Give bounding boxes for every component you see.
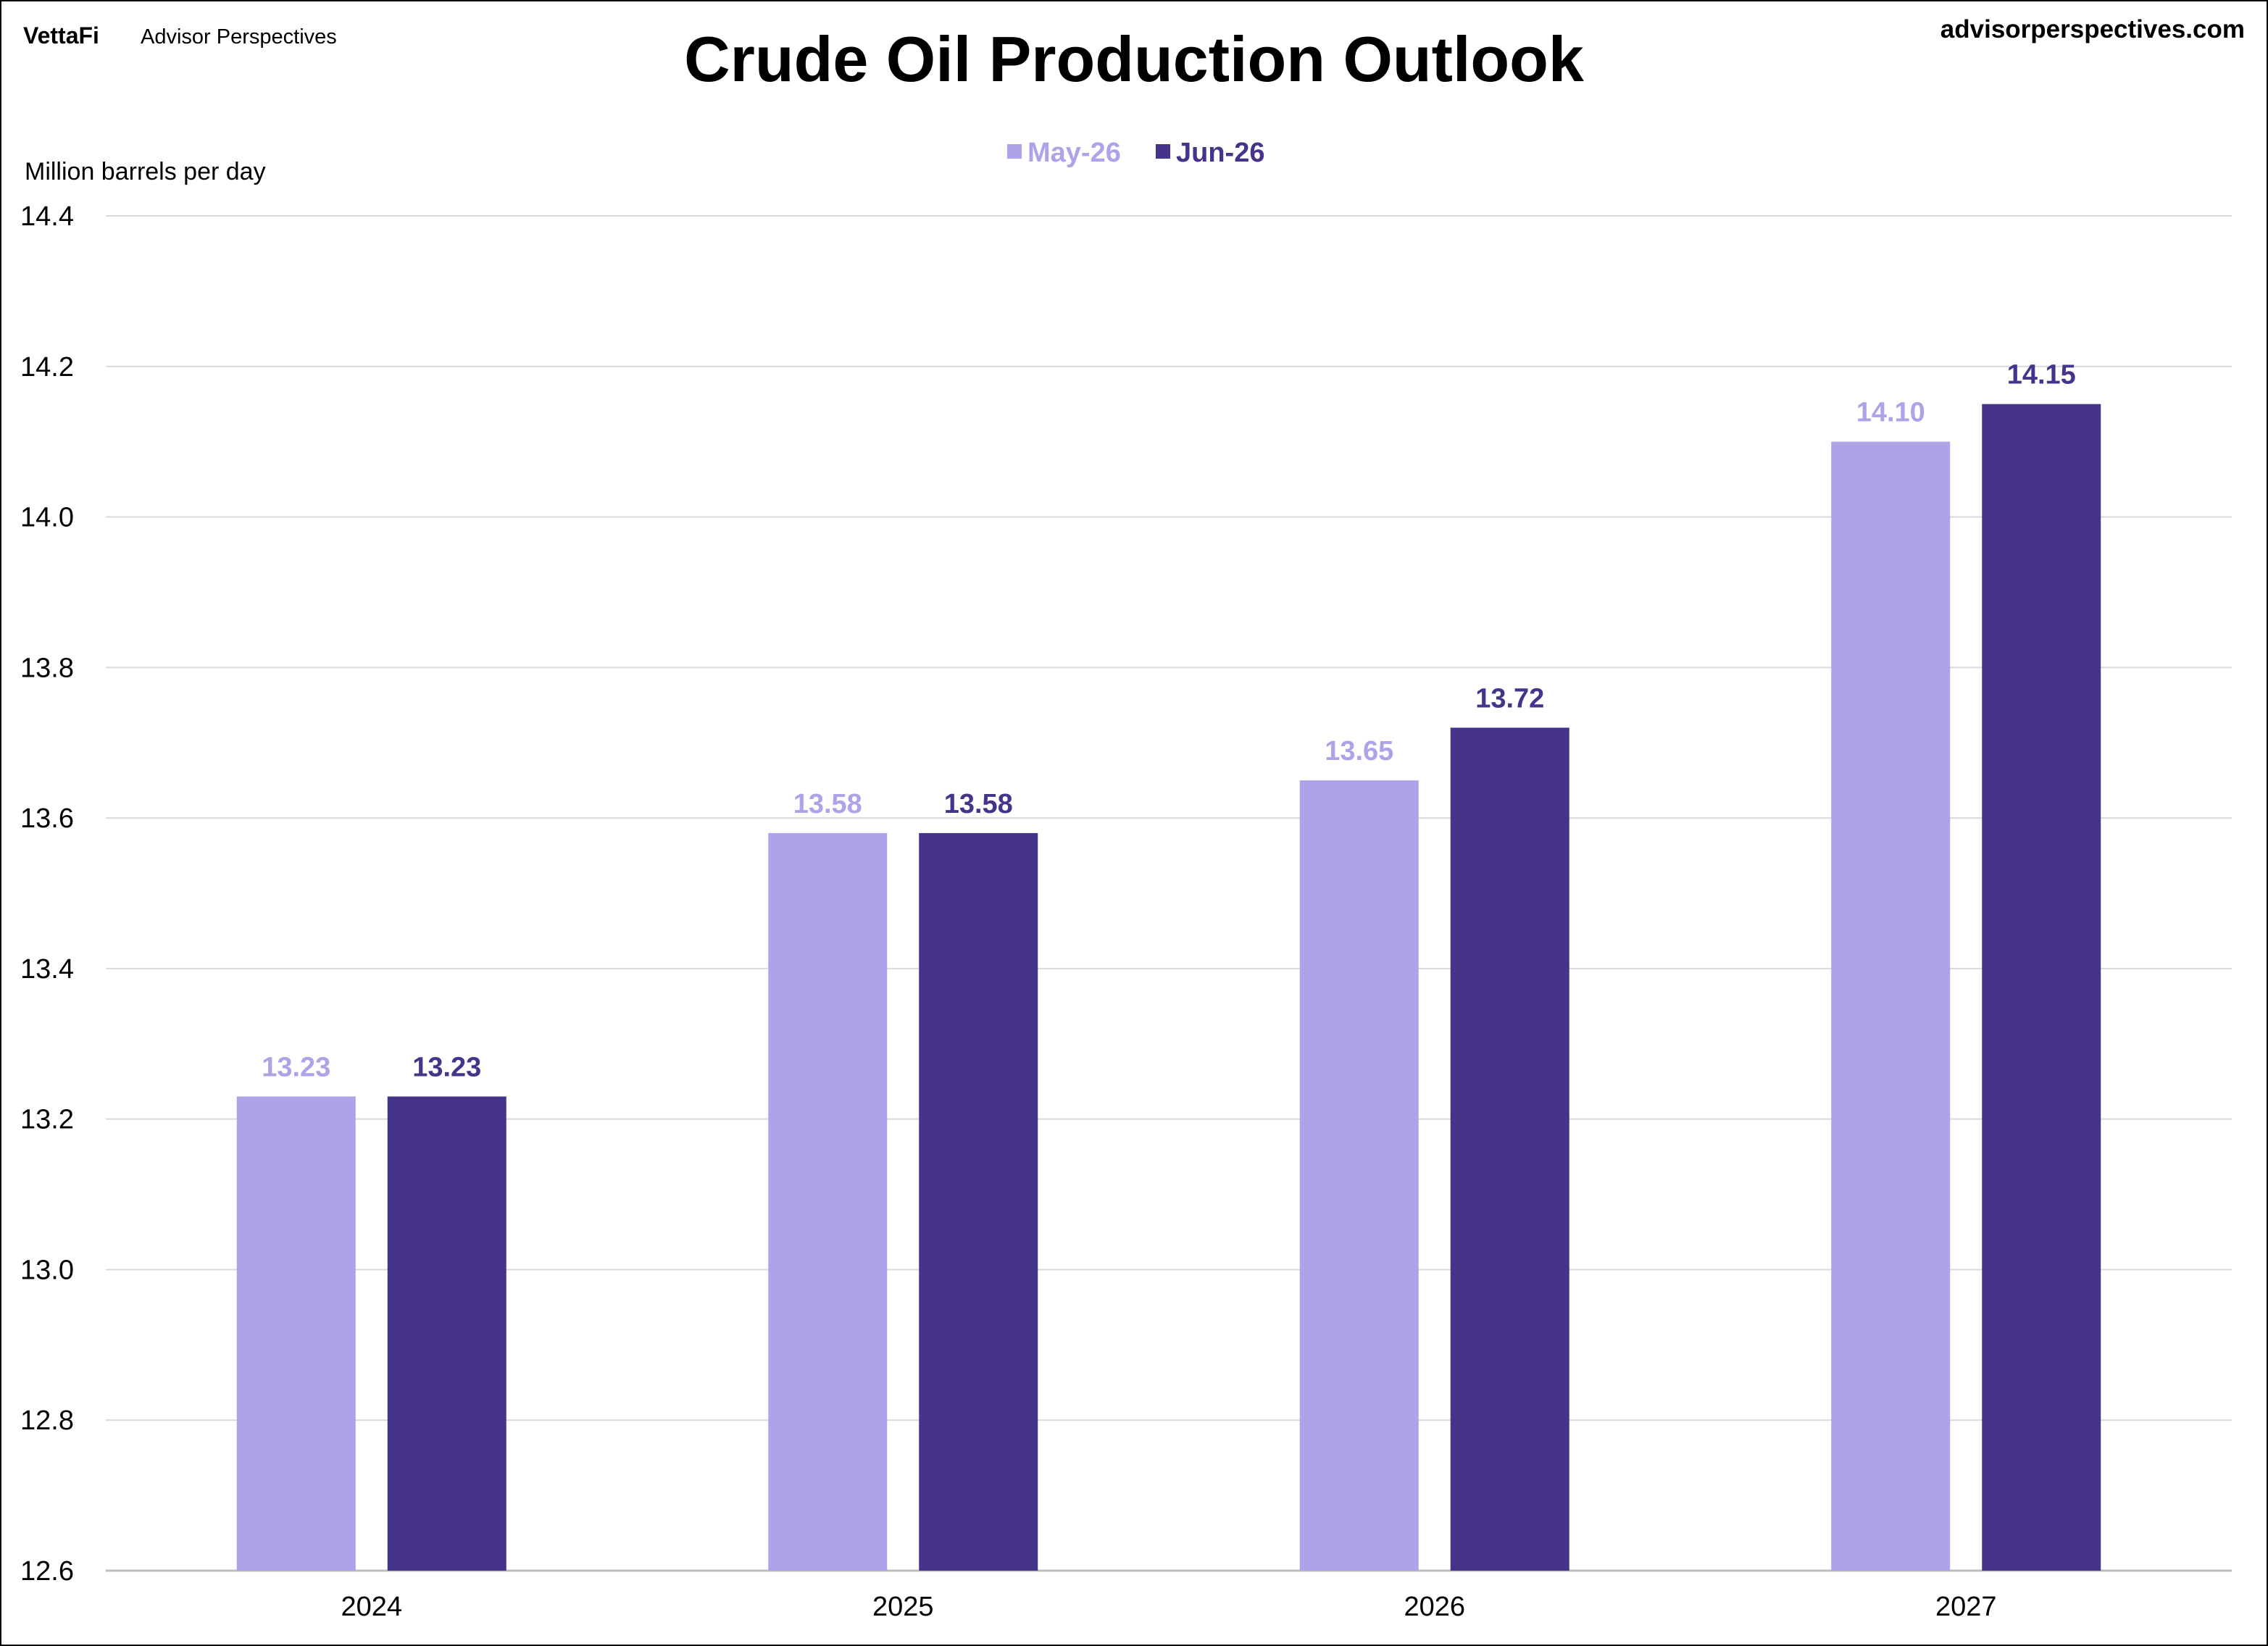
- y-tick-label: 14.4: [20, 201, 74, 232]
- y-tick-label: 12.8: [20, 1405, 74, 1436]
- bar-may-26-2026: [1299, 780, 1419, 1571]
- bar-value-label: 14.10: [1856, 398, 1925, 428]
- advisor-perspectives-logo: Advisor Perspectives: [141, 25, 337, 49]
- vettafi-logo: VettaFi: [23, 22, 99, 49]
- y-tick-label: 13.0: [20, 1255, 74, 1285]
- y-axis-label: Million barrels per day: [25, 158, 266, 185]
- x-tick-label: 2027: [1935, 1592, 1997, 1622]
- bar-value-label: 13.23: [262, 1053, 330, 1083]
- bar-value-label: 13.23: [412, 1053, 481, 1083]
- website-label: advisorperspectives.com: [1940, 15, 2245, 43]
- chart-title: Crude Oil Production Outlook: [684, 23, 1585, 95]
- y-tick-label: 13.2: [20, 1105, 74, 1135]
- bar-jun-26-2027: [1982, 404, 2101, 1571]
- y-tick-label: 13.8: [20, 653, 74, 683]
- y-tick-label: 14.2: [20, 352, 74, 383]
- x-tick-label: 2025: [872, 1592, 934, 1622]
- y-tick-label: 12.6: [20, 1556, 74, 1587]
- x-tick-label: 2026: [1404, 1592, 1465, 1622]
- bar-value-label: 13.58: [944, 789, 1013, 819]
- bar-jun-26-2026: [1450, 727, 1569, 1571]
- bar-may-26-2024: [236, 1096, 356, 1571]
- bar-value-label: 13.72: [1475, 683, 1544, 714]
- legend-label-jun-26: Jun-26: [1176, 138, 1264, 168]
- bar-value-label: 14.15: [2007, 360, 2076, 390]
- bar-jun-26-2025: [919, 832, 1038, 1571]
- y-tick-label: 13.4: [20, 954, 74, 985]
- legend: May-26 Jun-26: [1007, 138, 1264, 168]
- y-tick-label: 13.6: [20, 803, 74, 834]
- legend-swatch-may-26: [1007, 144, 1022, 159]
- legend-label-may-26: May-26: [1027, 138, 1121, 168]
- bar-value-label: 13.65: [1325, 736, 1393, 766]
- bar-may-26-2027: [1831, 441, 1951, 1571]
- legend-swatch-jun-26: [1156, 144, 1170, 159]
- y-tick-label: 14.0: [20, 503, 74, 533]
- bar-jun-26-2024: [387, 1096, 506, 1571]
- bar-may-26-2025: [768, 832, 888, 1571]
- bar-value-label: 13.58: [793, 789, 862, 819]
- x-tick-label: 2024: [341, 1592, 402, 1622]
